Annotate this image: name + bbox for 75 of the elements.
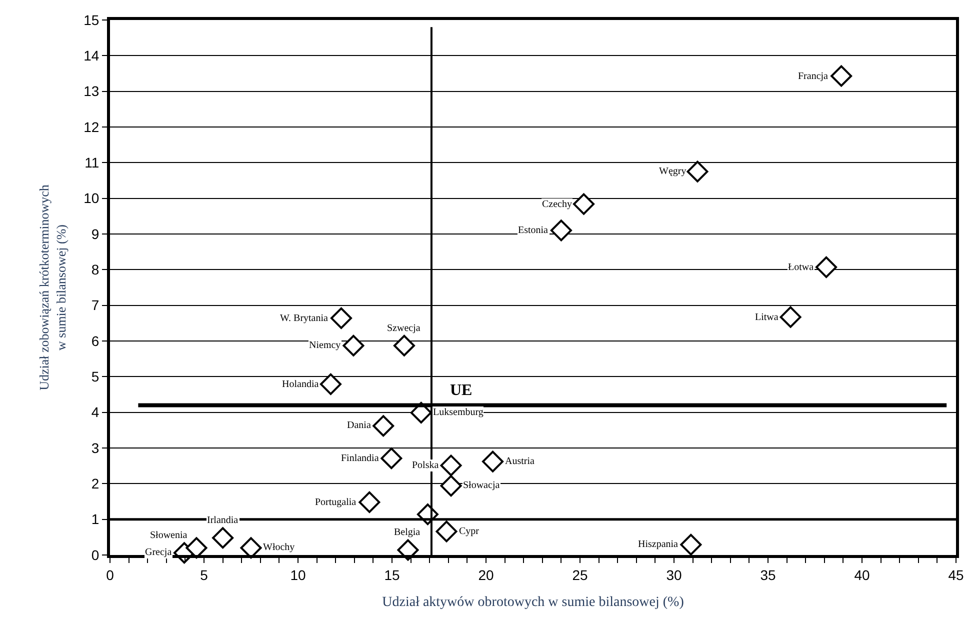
- annotation: Grecja: [145, 547, 172, 558]
- y-tick-label: 8: [91, 262, 100, 278]
- annotation: Słowacja: [463, 480, 500, 491]
- annotation: Litwa: [755, 312, 779, 323]
- point: [240, 537, 262, 559]
- annotation: Irlandia: [207, 515, 239, 526]
- annotation: Luksemburg: [433, 407, 484, 418]
- x-tick-label: 30: [666, 566, 682, 583]
- annotation: Holandia: [282, 379, 320, 390]
- annotation: Szwecja: [387, 323, 421, 334]
- x-tick-label: 0: [106, 566, 114, 583]
- point: [212, 527, 234, 549]
- point: [397, 539, 419, 561]
- point: [358, 491, 380, 513]
- y-tick-label: 4: [91, 404, 100, 420]
- point: [436, 520, 458, 542]
- annotation: Francja: [798, 71, 829, 82]
- y-tick-label: 0: [91, 546, 100, 563]
- point: [482, 450, 504, 472]
- annotation: Hiszpania: [638, 539, 679, 550]
- annotation: Estonia: [518, 225, 549, 236]
- annotation: Dania: [347, 420, 372, 431]
- annotation: Austria: [505, 456, 535, 467]
- point: [440, 475, 462, 497]
- annotation: Cypr: [459, 526, 480, 537]
- point: [550, 220, 572, 242]
- y-tick-label: 2: [91, 476, 100, 492]
- point: [320, 373, 342, 395]
- x-tick-label: 20: [478, 566, 494, 583]
- annotation: Finlandia: [341, 453, 380, 464]
- y-tick-label: 6: [91, 332, 100, 349]
- y-tick-label: 5: [91, 368, 100, 385]
- y-tick-label: 11: [84, 154, 100, 171]
- x-tick-label: 5: [200, 566, 208, 583]
- y-tick-label: 13: [84, 83, 100, 100]
- x-axis-title: Udział aktywów obrotowych w sumie bilansowej (%): [382, 595, 684, 610]
- y-tick-label: 7: [91, 297, 100, 314]
- point: [440, 454, 462, 476]
- annotation: Węgry: [659, 166, 686, 177]
- annotation: Niemcy: [309, 340, 341, 351]
- x-tick-label: 45: [948, 566, 964, 583]
- x-tick-label: 10: [290, 566, 306, 583]
- annotation: Włochy: [263, 542, 295, 553]
- annotation: Łotwa: [788, 262, 814, 273]
- y-tick-label: 15: [84, 12, 100, 28]
- point: [186, 537, 208, 559]
- point: [573, 193, 595, 215]
- y-tick-label: 10: [84, 190, 100, 206]
- point: [680, 534, 702, 556]
- ref-line-label: UE: [450, 382, 472, 399]
- y-tick-label: 3: [91, 440, 100, 456]
- point: [780, 306, 802, 328]
- x-tick-label: 15: [384, 566, 400, 583]
- point: [342, 334, 364, 356]
- y-axis-title: Udział zobowiązań krótkoterminowych w sumie bilansowej (%): [36, 184, 69, 390]
- x-tick-label: 35: [760, 566, 776, 583]
- point: [686, 160, 708, 182]
- y-tick-label: 9: [91, 226, 100, 242]
- point: [372, 415, 394, 437]
- y-tick-label: 1: [91, 511, 100, 528]
- annotation: W. Brytania: [280, 313, 329, 324]
- y-tick-label: 14: [84, 48, 100, 64]
- y-tick-label: 12: [84, 118, 100, 135]
- point: [330, 307, 352, 329]
- x-tick-label: 25: [572, 566, 588, 583]
- annotation: Portugalia: [315, 497, 357, 508]
- point: [393, 334, 415, 356]
- annotation: Belgia: [394, 527, 421, 538]
- annotation: Czechy: [542, 199, 572, 210]
- annotation: Słowenia: [150, 530, 188, 541]
- annotation: Polska: [412, 460, 440, 471]
- x-tick-label: 40: [854, 566, 870, 583]
- point: [830, 65, 852, 87]
- point: [816, 256, 838, 278]
- point: [380, 448, 402, 470]
